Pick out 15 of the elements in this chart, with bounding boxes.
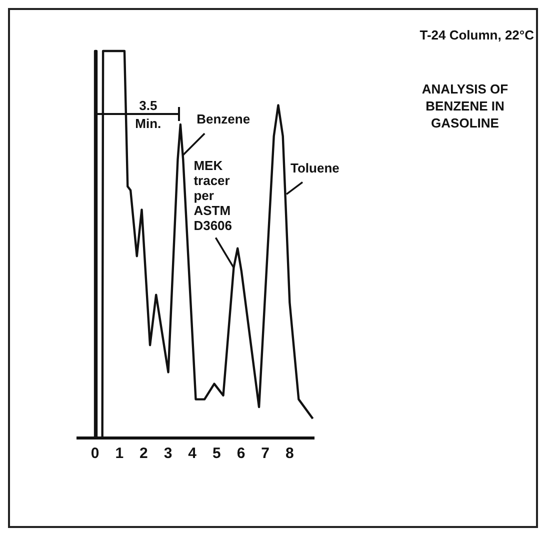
x-tick-label: 2 [140,445,148,462]
annotation: 3.5 Min. [134,98,162,132]
x-tick-label: 8 [286,445,294,462]
x-tick-label: 7 [261,445,270,462]
text: ANALYSIS OF BENZENE IN GASOLINE [422,82,508,131]
x-tick-label: 0 [90,445,100,462]
annotation: MEK tracer per ASTM D3606 [194,158,232,233]
x-tick-label: 1 [115,445,124,462]
annotation: Toluene [290,160,340,176]
x-tick-label: 5 [212,445,221,462]
text: T-24 Column, 22°C [420,28,535,43]
x-tick-label: 4 [188,445,198,462]
x-tick-label: 6 [236,445,246,462]
annotation: Benzene [196,112,250,127]
x-tick-label: 3 [164,445,172,462]
